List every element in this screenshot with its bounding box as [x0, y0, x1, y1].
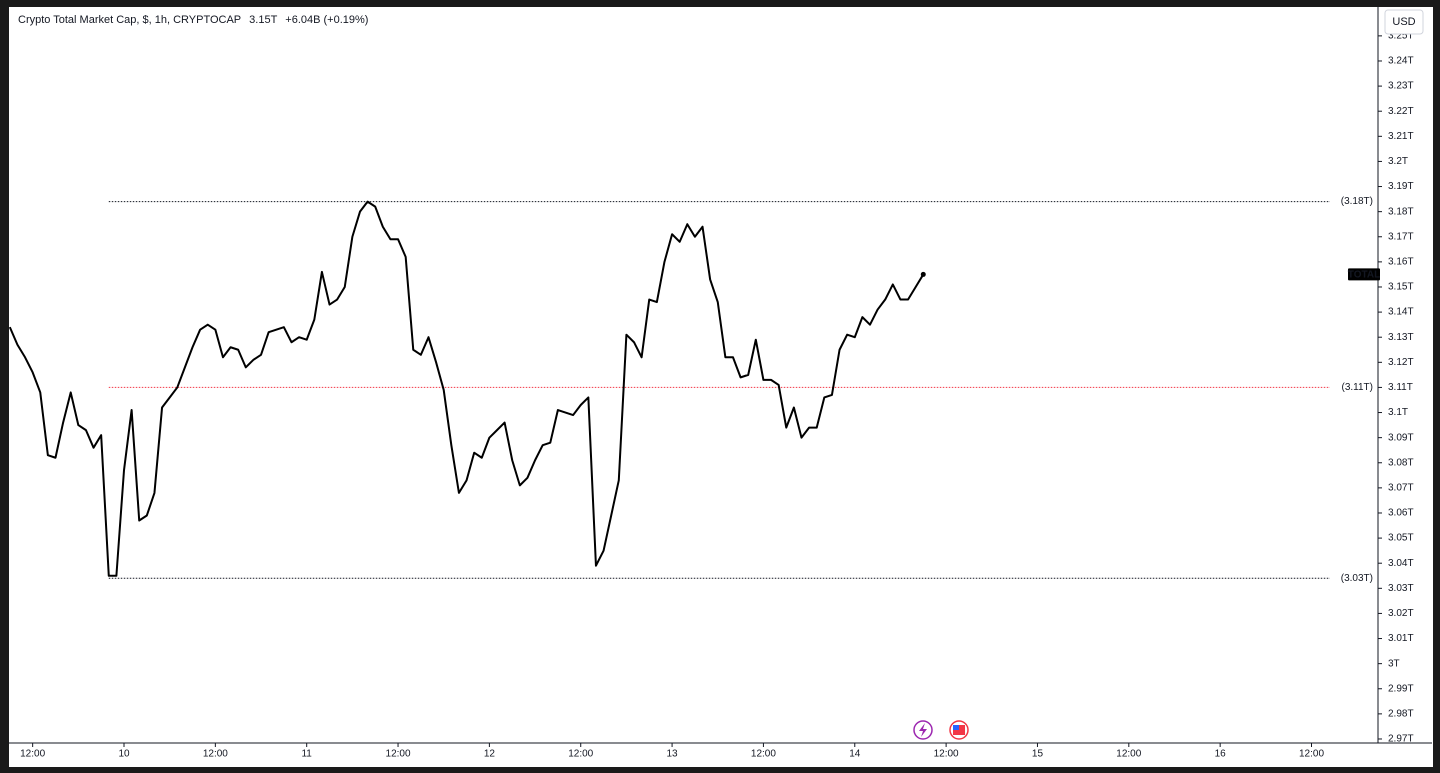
series-tag-label: TOTAL	[1348, 270, 1380, 281]
y-tick-label: 3.18T	[1388, 206, 1414, 217]
x-tick-label: 12:00	[1116, 749, 1141, 760]
y-tick-label: 2.99T	[1388, 683, 1414, 694]
x-tick-label: 12:00	[934, 749, 959, 760]
x-tick-label: 12	[484, 749, 496, 760]
y-tick-label: 2.97T	[1388, 734, 1414, 745]
y-tick-label: 3.09T	[1388, 432, 1414, 443]
x-tick-label: 12:00	[751, 749, 776, 760]
y-tick-label: 3.2T	[1388, 156, 1408, 167]
y-tick-label: 3.01T	[1388, 633, 1414, 644]
x-tick-label: 12:00	[1299, 749, 1324, 760]
y-tick-label: 3.02T	[1388, 608, 1414, 619]
y-tick-label: 3.04T	[1388, 558, 1414, 569]
y-tick-label: 3.16T	[1388, 257, 1414, 268]
x-tick-label: 13	[667, 749, 679, 760]
y-tick-label: 3.17T	[1388, 231, 1414, 242]
y-tick-label: 3.13T	[1388, 332, 1414, 343]
currency-button[interactable]	[1384, 9, 1424, 35]
x-tick-label: 12:00	[203, 749, 228, 760]
y-tick-label: 2.98T	[1388, 709, 1414, 720]
x-tick-label: 14	[849, 749, 861, 760]
y-tick-label: 3.06T	[1388, 508, 1414, 519]
x-tick-label: 12:00	[568, 749, 593, 760]
y-tick-label: 3.03T	[1388, 583, 1414, 594]
chart-title: Crypto Total Market Cap, $, 1h, CRYPTOCA…	[18, 14, 368, 26]
price-line	[8, 200, 925, 577]
y-tick-label: 3.14T	[1388, 307, 1414, 318]
x-tick-label: 15	[1032, 749, 1044, 760]
x-tick-label: 11	[301, 749, 312, 760]
y-tick-label: 3.25T	[1388, 31, 1414, 42]
y-tick-label: 3.05T	[1388, 533, 1414, 544]
lightning-glyph	[919, 723, 927, 737]
currency-label[interactable]: USD	[1392, 16, 1415, 28]
level-label: (3.03T)	[1341, 573, 1373, 584]
y-tick-label: 3T	[1388, 658, 1400, 669]
y-tick-label: 3.19T	[1388, 181, 1414, 192]
x-tick-label: 12:00	[386, 749, 411, 760]
y-tick-label: 3.08T	[1388, 457, 1414, 468]
last-price: 3.15T	[249, 14, 277, 26]
title: Crypto Total Market Cap, $, 1h, CRYPTOCA…	[18, 14, 241, 26]
plot-area: 2.97T 2.98T 2.99T 3T 3.01T 3.02T 3.03T 3.04T 3.0…	[8, 31, 1414, 760]
last-point	[920, 271, 926, 277]
bottom-icons	[913, 720, 969, 740]
y-tick-label: 3.07T	[1388, 483, 1414, 494]
y-tick-label: 3.1T	[1388, 407, 1408, 418]
x-tick-label: 16	[1215, 749, 1227, 760]
y-tick-label: 3.23T	[1388, 81, 1414, 92]
y-tick-label: 3.11T	[1388, 382, 1413, 393]
series-tag	[1348, 268, 1380, 281]
y-tick-label: 3.21T	[1388, 131, 1414, 142]
x-tick-label: 12:00	[20, 749, 45, 760]
x-tick-label: 10	[118, 749, 130, 760]
y-tick-label: 3.22T	[1388, 106, 1414, 117]
price-change: +6.04B (+0.19%)	[285, 14, 368, 26]
level-label: (3.11T)	[1342, 382, 1374, 393]
level-label: (3.18T)	[1341, 196, 1373, 207]
flag-canton	[953, 725, 959, 730]
y-tick-label: 3.24T	[1388, 56, 1414, 67]
y-tick-label: 3.12T	[1388, 357, 1414, 368]
y-tick-label: 3.15T	[1388, 282, 1414, 293]
